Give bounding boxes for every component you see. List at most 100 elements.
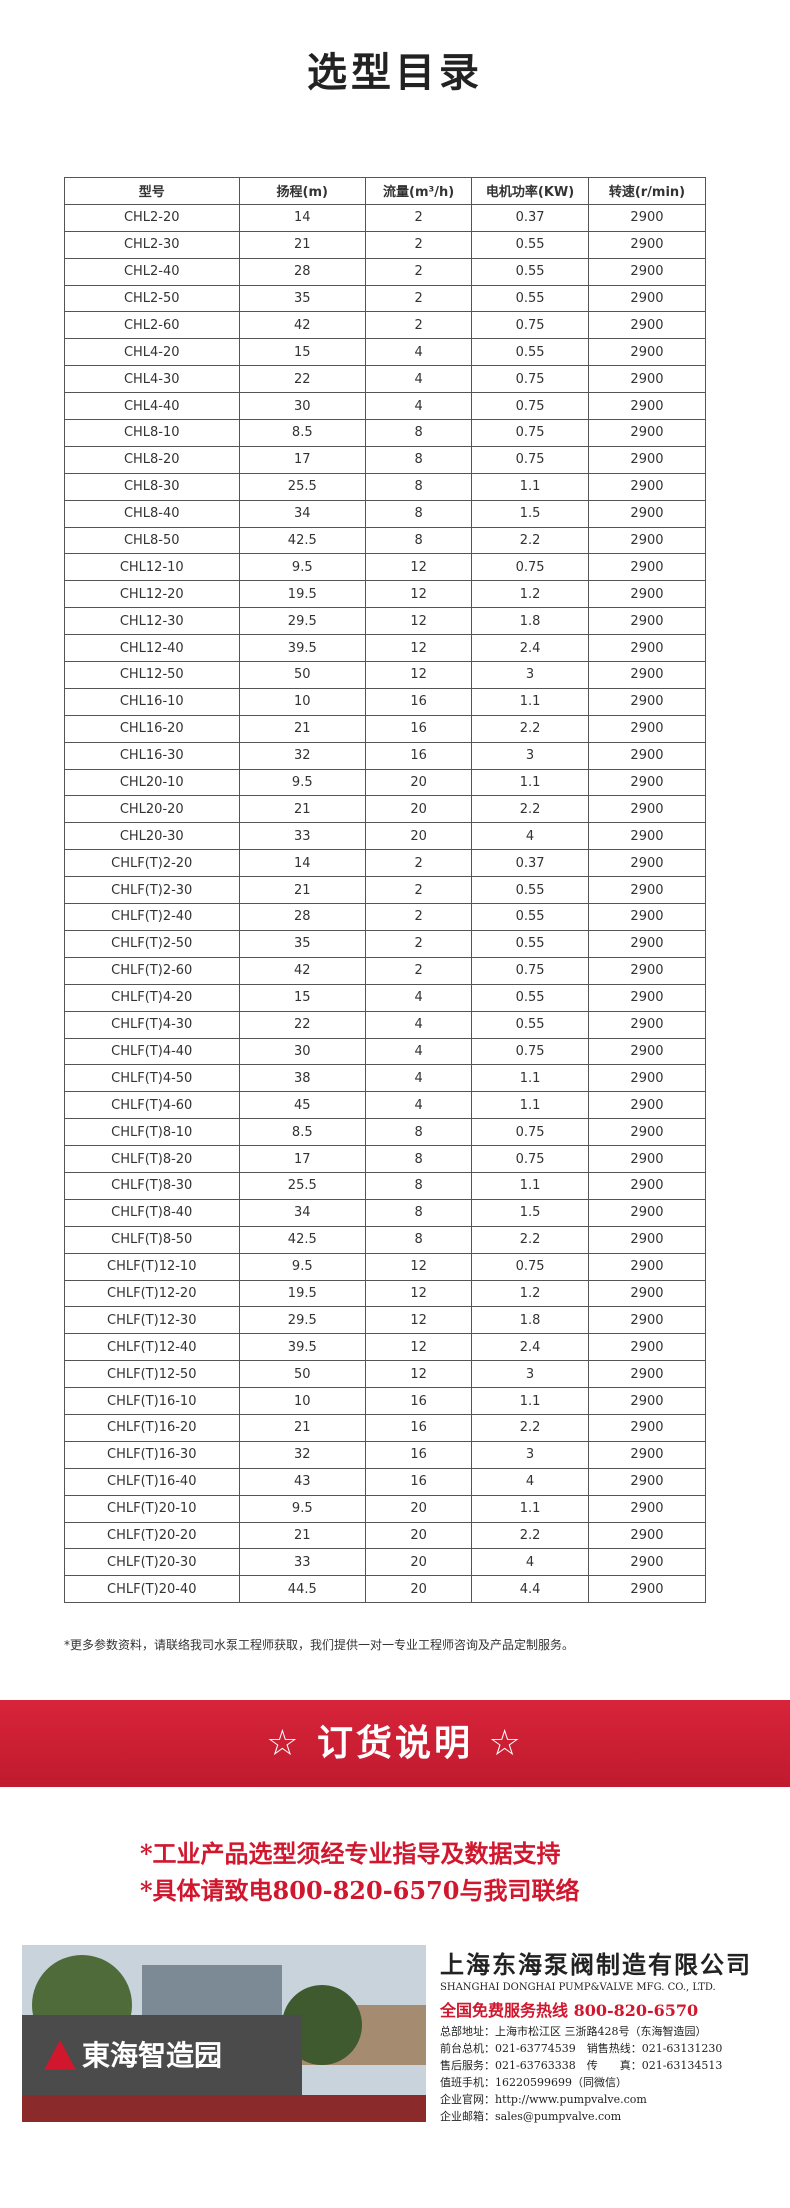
table-cell: 4	[471, 822, 589, 851]
table-cell: 8	[365, 445, 473, 474]
table-cell: 2900	[587, 1360, 707, 1389]
table-cell: 42.5	[238, 1225, 367, 1254]
table-row: CHLF(T)2-50 35 2 0.55 2900	[64, 929, 707, 958]
table-cell: CHL2-20	[64, 203, 240, 232]
table-cell: 15	[238, 338, 367, 367]
table-cell: 4	[365, 1010, 473, 1039]
table-cell: 4.4	[471, 1575, 589, 1604]
table-cell: CHLF(T)20-20	[64, 1521, 240, 1550]
table-cell: 12	[365, 634, 473, 663]
table-cell: 0.75	[471, 419, 589, 447]
table-cell: 20	[365, 768, 473, 797]
table-cell: CHL2-30	[64, 230, 240, 259]
table-cell: 50	[238, 661, 367, 689]
table-cell: 2900	[587, 230, 707, 259]
table-cell: 1.1	[471, 1494, 589, 1523]
table-row: CHL12-30 29.5 12 1.8 2900	[64, 607, 707, 636]
table-cell: 16	[365, 1467, 473, 1496]
table-cell: 8	[365, 1171, 473, 1200]
table-cell: CHL2-40	[64, 257, 240, 286]
header-cell: 型号	[64, 177, 240, 205]
table-cell: 1.5	[471, 499, 589, 528]
table-cell: 19.5	[238, 1279, 367, 1308]
table-row: CHL16-30 32 16 3 2900	[64, 741, 707, 770]
table-cell: 2900	[587, 607, 707, 636]
table-cell: 0.55	[471, 983, 589, 1012]
table-cell: 0.55	[471, 230, 589, 259]
table-cell: 22	[238, 365, 367, 394]
table-cell: 21	[238, 714, 367, 743]
table-cell: 0.75	[471, 1118, 589, 1147]
table-cell: 21	[238, 230, 367, 259]
table-cell: 4	[365, 1037, 473, 1066]
table-cell: CHL12-30	[64, 607, 240, 636]
header-cell: 转速(r/min)	[587, 177, 707, 205]
table-cell: CHL8-40	[64, 499, 240, 528]
table-cell: 1.2	[471, 1279, 589, 1308]
table-cell: 0.55	[471, 257, 589, 286]
table-row: CHLF(T)8-50 42.5 8 2.2 2900	[64, 1225, 707, 1254]
table-cell: 2.4	[471, 1333, 589, 1362]
table-cell: 21	[238, 876, 367, 905]
table-cell: 2.2	[471, 526, 589, 555]
table-cell: 2	[365, 876, 473, 905]
table-cell: CHL8-30	[64, 472, 240, 501]
table-cell: 3	[471, 741, 589, 770]
table-cell: CHLF(T)2-20	[64, 849, 240, 878]
table-row: CHLF(T)4-50 38 4 1.1 2900	[64, 1064, 707, 1093]
table-cell: 2900	[587, 392, 707, 421]
table-cell: CHLF(T)16-20	[64, 1413, 240, 1442]
table-cell: 9.5	[238, 768, 367, 797]
table-cell: 29.5	[238, 607, 367, 636]
table-row: CHL20-20 21 20 2.2 2900	[64, 795, 707, 824]
table-cell: 4	[365, 392, 473, 421]
table-cell: 0.37	[471, 849, 589, 878]
table-cell: 14	[238, 849, 367, 878]
table-cell: 38	[238, 1064, 367, 1093]
table-cell: 2900	[587, 1333, 707, 1362]
contact-line: 售后服务：021-63763338 传 真：021-63134513	[440, 2059, 723, 2072]
table-cell: 16	[365, 1413, 473, 1442]
table-cell: CHLF(T)12-30	[64, 1306, 240, 1335]
table-cell: 2900	[587, 983, 707, 1012]
table-cell: 2900	[587, 634, 707, 663]
table-cell: 0.55	[471, 1010, 589, 1039]
table-cell: CHLF(T)8-10	[64, 1118, 240, 1147]
table-row: CHLF(T)16-40 43 16 4 2900	[64, 1467, 707, 1496]
table-row: CHLF(T)16-20 21 16 2.2 2900	[64, 1413, 707, 1442]
table-cell: 2900	[587, 1467, 707, 1496]
table-cell: 2	[365, 956, 473, 985]
table-cell: 14	[238, 203, 367, 232]
table-cell: 2900	[587, 1494, 707, 1523]
table-cell: 8	[365, 526, 473, 555]
table-cell: CHLF(T)20-40	[64, 1575, 240, 1604]
table-cell: CHLF(T)4-20	[64, 983, 240, 1012]
contact-lines: 总部地址：上海市松江区 三浙路428号（东海智造园） 前台总机：021-63774…	[440, 2023, 780, 2125]
table-cell: 25.5	[238, 1171, 367, 1200]
company-info: 上海东海泵阀制造有限公司 SHANGHAI DONGHAI PUMP&VALVE…	[440, 1945, 780, 2125]
table-row: CHLF(T)8-10 8.5 8 0.75 2900	[64, 1118, 707, 1147]
table-cell: 12	[365, 661, 473, 689]
table-cell: 9.5	[238, 553, 367, 582]
table-cell: 2900	[587, 580, 707, 609]
table-cell: 20	[365, 1494, 473, 1523]
table-cell: 22	[238, 1010, 367, 1039]
table-row: CHL4-40 30 4 0.75 2900	[64, 392, 707, 421]
table-cell: 0.75	[471, 1037, 589, 1066]
table-cell: 2.4	[471, 634, 589, 663]
table-cell: 33	[238, 822, 367, 851]
table-cell: 39.5	[238, 634, 367, 663]
table-cell: 1.1	[471, 1171, 589, 1200]
table-cell: 12	[365, 607, 473, 636]
contact-line: 企业邮箱：sales@pumpvalve.com	[440, 2110, 622, 2123]
table-row: CHL12-50 50 12 3 2900	[64, 661, 707, 689]
table-cell: 8.5	[238, 1118, 367, 1147]
table-cell: CHL20-30	[64, 822, 240, 851]
table-cell: 28	[238, 257, 367, 286]
table-cell: 2900	[587, 822, 707, 851]
table-cell: CHL12-10	[64, 553, 240, 582]
table-cell: 2900	[587, 499, 707, 528]
table-cell: 43	[238, 1467, 367, 1496]
table-row: CHLF(T)20-30 33 20 4 2900	[64, 1548, 707, 1577]
table-cell: 4	[471, 1467, 589, 1496]
